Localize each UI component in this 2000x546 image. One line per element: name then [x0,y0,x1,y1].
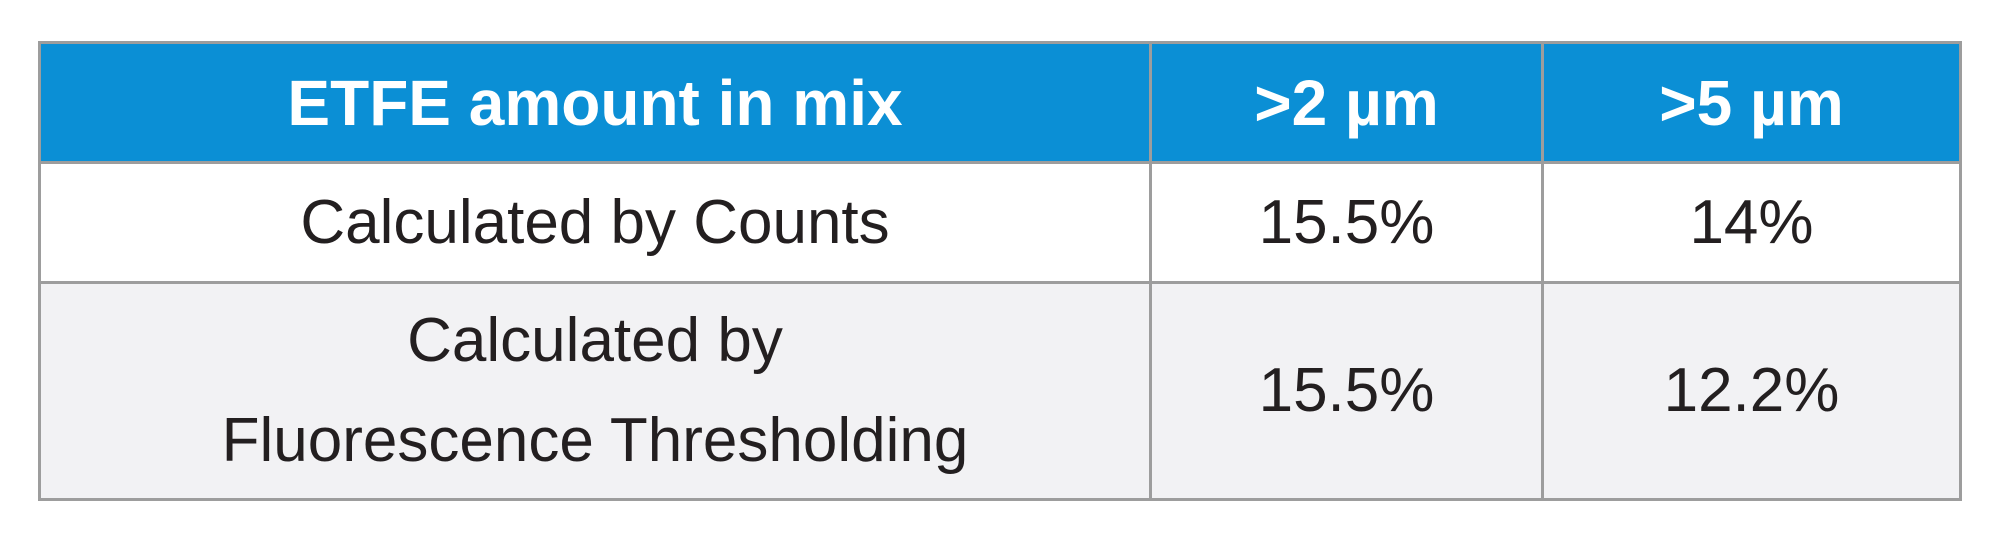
header-row: ETFE amount in mix >2 µm >5 µm [38,41,1962,164]
data-table: ETFE amount in mix >2 µm >5 µm Calculated … [38,41,1962,501]
cell-line: Calculated by [407,306,783,375]
value-cell: 15.5% [1149,281,1544,501]
table-body: Calculated by Counts 15.5% 14% Calculated b… [38,161,1962,501]
value-cell: 15.5% [1149,161,1544,284]
header-cell: ETFE amount in mix [38,41,1152,164]
cell-line: Calculated by Counts [300,187,890,257]
table-row: Calculated by Counts 15.5% 14% [38,161,1962,284]
header-cell: >2 µm [1149,41,1544,164]
row-label-cell: Calculated by Counts [38,161,1152,284]
header-cell: >5 µm [1541,41,1962,164]
value-cell: 14% [1541,161,1962,284]
row-label-cell: Calculated by Fluorescence Thresholding [38,281,1152,501]
cell-line: Fluorescence Thresholding [221,406,969,475]
value-cell: 12.2% [1541,281,1962,501]
table-row: Calculated by Fluorescence Thresholding 15… [38,281,1962,501]
